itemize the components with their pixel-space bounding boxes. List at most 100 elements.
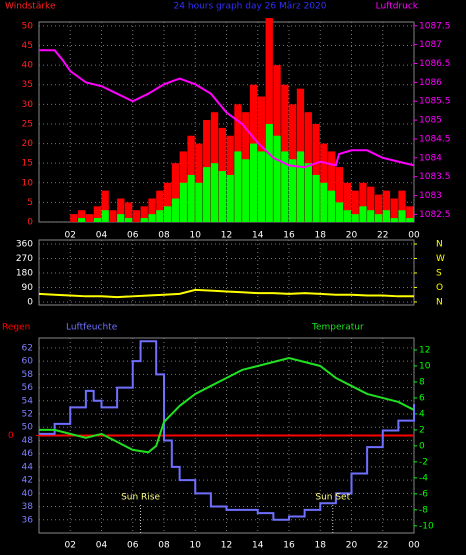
bar (78, 210, 86, 222)
y2-tick-label: 1087.5 (419, 21, 451, 31)
bar (124, 218, 133, 222)
y-tick-label: 42 (22, 476, 33, 486)
bar (210, 163, 219, 222)
y2-tick-label: 1086.5 (419, 59, 451, 69)
bar (312, 174, 320, 222)
bar (367, 210, 375, 222)
y2-tick-label: 2 (419, 425, 425, 435)
y2-tick-label: -2 (419, 457, 428, 467)
x-tick-label: 02 (65, 541, 76, 551)
y-tick-label: 58 (22, 370, 34, 380)
x-tick-label: 10 (190, 541, 202, 551)
y-tick-label: 40 (22, 61, 34, 71)
y2-tick-label: 8 (419, 377, 425, 387)
x-tick-label: 20 (346, 231, 358, 241)
bar (335, 167, 344, 222)
bar (156, 190, 164, 222)
y-tick-label: 35 (22, 80, 33, 90)
bar (148, 198, 156, 222)
bar (382, 210, 391, 222)
bar (351, 214, 359, 222)
y2-tick-label: -8 (419, 505, 428, 515)
bar (374, 194, 383, 222)
y-tick-label: 90 (22, 283, 34, 293)
y2-tick-label: N (436, 240, 443, 250)
y-tick-label: 40 (22, 489, 34, 499)
y-tick-label: 48 (22, 436, 34, 446)
y2-tick-label: 4 (419, 409, 425, 419)
y-tick-label: 270 (16, 254, 33, 264)
x-tick-label: 14 (252, 541, 264, 551)
pressure-label: Luftdruck (376, 2, 419, 12)
bar (132, 210, 141, 222)
y-tick-label: 46 (22, 449, 34, 459)
bar (367, 186, 375, 222)
x-tick-label: 12 (221, 231, 232, 241)
bar (85, 214, 94, 222)
y-tick-label: 44 (22, 462, 34, 472)
y2-tick-label: 6 (419, 393, 425, 403)
y2-tick-label: 0 (419, 441, 425, 451)
x-tick-label: 04 (96, 541, 108, 551)
y-tick-label: 25 (22, 119, 33, 129)
bar (117, 214, 125, 222)
chart-title: 24 hours graph day 26 März 2020 (174, 2, 327, 12)
y-tick-label: 56 (22, 383, 34, 393)
y-tick-label: 0 (27, 218, 33, 228)
x-tick-label: 02 (65, 231, 76, 241)
x-tick-label: 08 (158, 231, 170, 241)
y2-tick-label: -4 (419, 473, 428, 483)
bar (156, 210, 164, 222)
bar (320, 182, 328, 222)
bar (390, 218, 398, 222)
bar (304, 163, 312, 222)
y2-tick-label: 1083.5 (419, 172, 451, 182)
y-tick-label: 36 (22, 515, 34, 525)
y-tick-label: 50 (22, 423, 34, 433)
y3-tick-label: 0 (8, 431, 14, 441)
y-tick-label: 60 (22, 357, 34, 367)
y-tick-label: 0 (27, 297, 33, 307)
bar (328, 151, 336, 222)
bar (328, 190, 336, 222)
bar (343, 182, 351, 222)
bar (109, 210, 117, 222)
x-tick-label: 18 (315, 541, 327, 551)
bar (296, 151, 305, 222)
bar (124, 202, 133, 222)
bar (164, 206, 172, 222)
x-tick-label: 22 (377, 541, 388, 551)
bar (359, 206, 367, 222)
x-tick-label: 22 (377, 231, 388, 241)
y2-tick-label: 1085 (419, 116, 442, 126)
y2-tick-label: 1086 (419, 78, 442, 88)
bar (171, 163, 180, 222)
bar (265, 18, 273, 223)
bar (406, 218, 414, 222)
bar (148, 214, 156, 222)
y-tick-label: 62 (22, 343, 33, 353)
y2-tick-label: 1082.5 (419, 210, 451, 220)
y2-tick-label: -6 (419, 489, 428, 499)
humidity-label: Luftfeuchte (66, 323, 118, 333)
series-line (39, 356, 415, 454)
bar (265, 123, 273, 222)
y2-tick-label: 1087 (419, 40, 442, 50)
bar (226, 174, 234, 222)
y2-tick-label: 12 (419, 345, 430, 355)
bar (406, 206, 414, 222)
bar (281, 151, 289, 222)
bar (242, 159, 250, 222)
wind-label: Windstärke (5, 2, 56, 12)
bar (343, 210, 351, 222)
bar (93, 218, 101, 222)
bar (78, 218, 86, 222)
bar (117, 198, 125, 222)
x-tick-label: 14 (252, 231, 264, 241)
y2-tick-label: 1084.5 (419, 134, 451, 144)
x-tick-label: 08 (158, 541, 170, 551)
y-tick-label: 50 (22, 21, 34, 31)
y-tick-label: 38 (22, 502, 34, 512)
bar (398, 210, 406, 222)
